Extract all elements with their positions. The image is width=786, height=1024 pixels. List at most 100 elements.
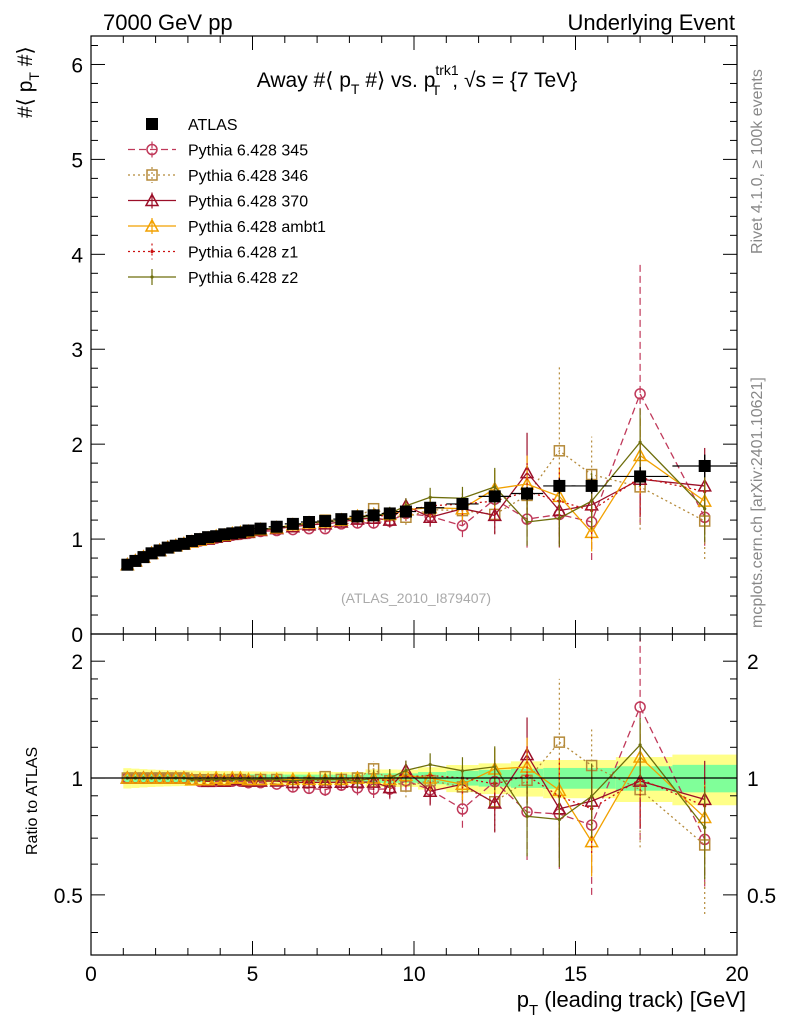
- x-axis-label: pT (leading track) [GeV]: [517, 987, 746, 1019]
- main-point-atlas: [242, 524, 255, 537]
- ratio-point-z2: [214, 778, 218, 782]
- legend-marker-ambt1: [144, 218, 160, 232]
- ratio-point-z2: [230, 778, 234, 782]
- ratio-point-z2: [638, 743, 642, 747]
- legend-label-atlas: ATLAS: [188, 117, 238, 134]
- ratio-y-tick-label-left: 1: [71, 768, 83, 791]
- main-line-z2: [127, 441, 706, 566]
- legend-marker-atlas: [146, 118, 158, 130]
- main-point-p370: [422, 509, 438, 523]
- x-tick-label: 10: [402, 963, 425, 986]
- x-tick-label: 20: [725, 963, 748, 986]
- ratio-point-z2: [198, 778, 202, 782]
- main-point-z2: [428, 495, 432, 499]
- ratio-point-z2: [355, 779, 360, 783]
- ratio-y-tick-label-left: 0.5: [54, 885, 83, 908]
- ratio-point-z2: [557, 817, 561, 822]
- legend-item-atlas: ATLAS: [146, 117, 238, 134]
- main-point-atlas: [698, 459, 711, 472]
- series-p346: [121, 367, 711, 915]
- main-point-atlas: [488, 490, 501, 503]
- plot-title: Away #⟨ pT #⟩ vs. ptrk1 T, √s = {7 TeV}: [257, 62, 578, 98]
- legend-item-p346: Pythia 6.428 346: [128, 167, 308, 185]
- main-y-tick-label: 0: [71, 624, 83, 647]
- main-point-atlas: [319, 515, 332, 528]
- main-point-atlas: [383, 507, 396, 520]
- ratio-point-z2: [222, 778, 226, 782]
- main-point-atlas: [424, 501, 437, 514]
- ratio-point-p345: [634, 701, 646, 713]
- header-right: Underlying Event: [567, 10, 735, 35]
- ratio-point-z1: [525, 774, 529, 778]
- main-y-tick-label: 3: [71, 339, 83, 362]
- ratio-point-p345: [456, 803, 469, 815]
- ratio-y-tick-label-right: 0.5: [747, 885, 776, 908]
- main-point-z2: [703, 507, 707, 511]
- ratio-point-z2: [258, 777, 263, 782]
- legend-marker-z1: [150, 249, 154, 254]
- ratio-point-z2: [404, 768, 408, 772]
- main-point-z2: [638, 440, 642, 444]
- ratio-y-tick-label-right: 1: [747, 768, 759, 791]
- main-y-tick-label: 5: [71, 149, 83, 172]
- main-y-tick-label: 4: [71, 244, 83, 267]
- legend-label-z1: Pythia 6.428 z1: [188, 245, 298, 262]
- legend-item-p370: Pythia 6.428 370: [128, 192, 308, 211]
- ratio-point-z2: [493, 765, 497, 769]
- legend: ATLAS Pythia 6.428 345 Pythia 6.428 346 Pyt…: [128, 117, 326, 287]
- ratio-point-z2: [460, 769, 465, 773]
- legend-marker-z2: [150, 275, 154, 279]
- header-left: 7000 GeV pp: [103, 10, 233, 35]
- x-tick-label: 5: [247, 963, 259, 986]
- main-point-p346: [553, 445, 566, 457]
- legend-label-ambt1: Pythia 6.428 ambt1: [188, 219, 326, 236]
- ratio-point-z2: [428, 763, 432, 767]
- legend-marker-p370: [144, 192, 160, 207]
- ratio-point-z2: [590, 794, 594, 798]
- legend-item-z1: Pythia 6.428 z1: [128, 243, 298, 262]
- ratio-y-tick-label-left: 2: [71, 651, 83, 674]
- ratio-point-p370: [422, 783, 438, 797]
- main-point-atlas: [254, 522, 267, 535]
- main-point-p345: [634, 388, 646, 400]
- ratio-point-p370: [317, 774, 333, 789]
- main-point-atlas: [367, 509, 380, 522]
- ratio-y-axis-label: Ratio to ATLAS: [24, 747, 41, 855]
- main-point-atlas: [634, 470, 647, 483]
- main-point-atlas: [270, 520, 283, 533]
- main-point-atlas: [121, 558, 134, 571]
- legend-label-p346: Pythia 6.428 346: [188, 168, 308, 185]
- main-y-tick-label: 1: [71, 529, 83, 552]
- legend-label-p370: Pythia 6.428 370: [188, 194, 308, 211]
- main-y-tick-label: 6: [71, 54, 83, 77]
- ratio-point-z2: [703, 825, 707, 830]
- ratio-point-z2: [206, 778, 210, 782]
- ratio-point-z2: [238, 778, 242, 782]
- main-point-atlas: [335, 513, 348, 526]
- ratio-point-p370: [301, 774, 317, 789]
- ratio-point-z2: [190, 778, 194, 782]
- ratio-point-z2: [291, 779, 295, 783]
- legend-marker-p346: [146, 169, 158, 181]
- analysis-tag: (ATLAS_2010_I879407): [341, 590, 491, 606]
- ratio-point-z2: [525, 814, 529, 818]
- mcplots-source-label: mcplots.cern.ch [arXiv:2401.10621]: [749, 377, 766, 628]
- main-point-atlas: [399, 505, 412, 518]
- legend-label-z2: Pythia 6.428 z2: [188, 270, 298, 287]
- ratio-point-p346: [553, 736, 566, 748]
- main-y-axis-label: #⟨ pT #⟩: [14, 46, 42, 118]
- main-y-tick-label: 2: [71, 434, 83, 457]
- main-point-atlas: [351, 510, 364, 523]
- main-point-atlas: [286, 517, 299, 530]
- legend-marker-p345: [146, 143, 158, 156]
- x-tick-label: 0: [85, 963, 97, 986]
- legend-item-p345: Pythia 6.428 345: [128, 141, 308, 160]
- main-point-atlas: [456, 497, 469, 510]
- ratio-point-p370: [285, 774, 301, 789]
- main-point-z2: [525, 520, 529, 524]
- main-point-atlas: [585, 479, 598, 492]
- series-z2: [125, 409, 707, 880]
- ratio-point-z2: [246, 777, 251, 782]
